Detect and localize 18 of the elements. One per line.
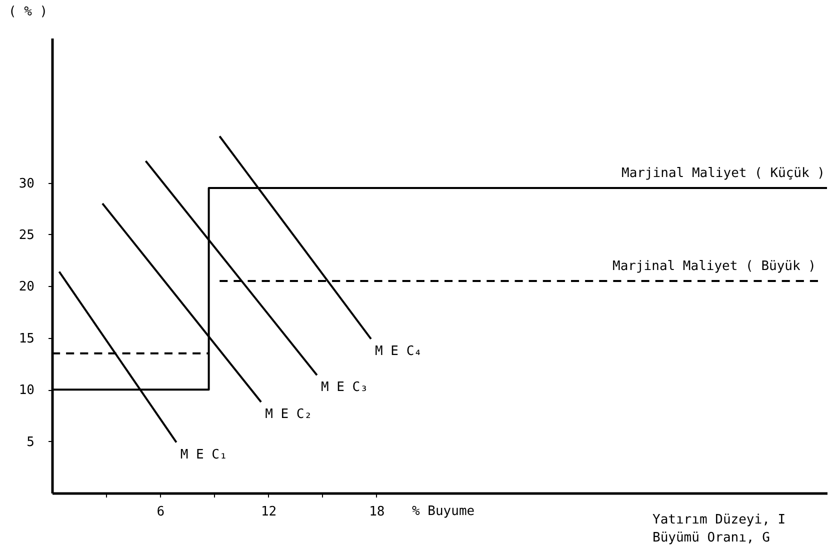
series-label: Marjinal Maliyet ( Büyük ) bbox=[612, 259, 816, 274]
series-label: M E C₄ bbox=[375, 344, 422, 359]
series-label: M E C₂ bbox=[265, 407, 312, 422]
y-axis-title: ( % ) bbox=[8, 4, 48, 20]
series-label: M E C₃ bbox=[320, 380, 368, 396]
y-tick-label: 5 bbox=[26, 434, 34, 450]
y-tick-label: 30 bbox=[18, 176, 34, 192]
y-tick-label: 20 bbox=[18, 280, 34, 295]
x-tick-label: 12 bbox=[260, 504, 277, 520]
series-label: Marjinal Maliyet ( Küçük ) bbox=[622, 166, 825, 181]
text: % Buyume bbox=[412, 504, 475, 519]
series-label: M E C₁ bbox=[180, 447, 228, 462]
x-tick-label: 6 bbox=[156, 504, 165, 520]
x-axis-title: Yatırım Düzeyi, I Büyümü Oranı, G bbox=[652, 512, 786, 546]
y-tick-label: 10 bbox=[18, 383, 34, 398]
x-tick-label: 18 bbox=[369, 504, 385, 520]
y-tick-label: 25 bbox=[18, 228, 34, 243]
y-tick-label: 15 bbox=[18, 331, 34, 346]
